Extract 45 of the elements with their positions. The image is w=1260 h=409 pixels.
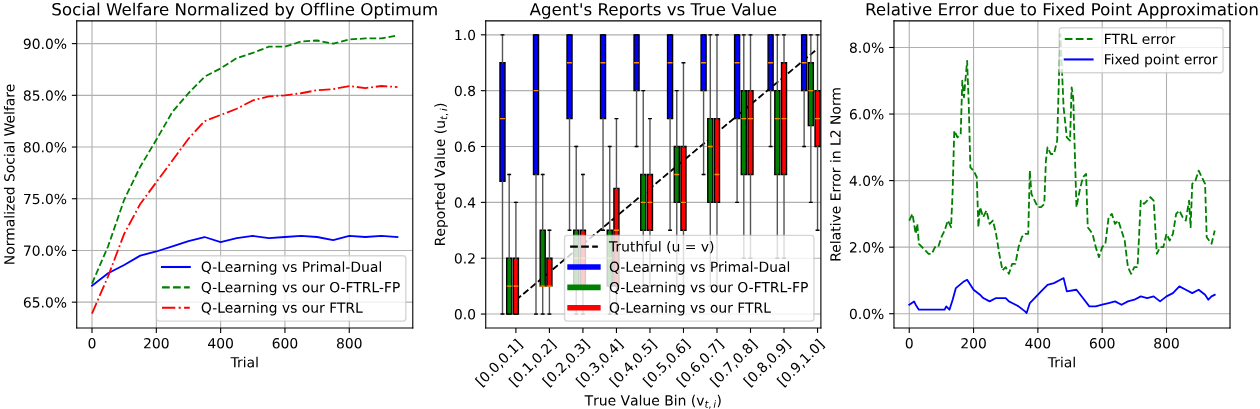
legend-label: Q-Learning vs Primal-Dual (609, 261, 790, 275)
chart-title: Social Welfare Normalized by Offline Optimum (52, 2, 437, 19)
legend-label: Q-Learning vs Primal-Dual (201, 261, 381, 275)
x-tick-label: 400 (1025, 337, 1051, 349)
x-tick-label: 600 (272, 337, 298, 349)
y-tick-label: 0.6 (454, 141, 476, 152)
x-tick-label: 0 (88, 337, 96, 349)
y-tick-label: 65.0% (23, 297, 67, 308)
legend-label: Q-Learning vs our O-FTRL-FP (201, 281, 400, 296)
legend-label: Fixed point error (1105, 53, 1218, 68)
legend-label: Q-Learning vs our FTRL (609, 302, 771, 316)
legend-label: Truthful (u = v) (608, 240, 714, 254)
y-tick-label: 0.4 (454, 197, 476, 208)
y-tick-label: 1.0 (455, 29, 476, 41)
x-tick-label: 800 (336, 337, 362, 349)
y-tick-label: 85.0% (23, 90, 67, 101)
y-axis-title: Reported Value (u$_{t,i}$) (434, 103, 449, 245)
y-tick-label: 75.0% (24, 193, 67, 205)
legend-label: Q-Learning vs our O-FTRL-FP (609, 281, 808, 296)
y-tick-label: 80.0% (23, 142, 67, 153)
y-tick-label: 0.2 (454, 253, 475, 264)
y-tick-label: 90.0% (23, 38, 67, 50)
y-tick-label: 0.0 (454, 309, 476, 320)
x-tick-label: 600 (1089, 337, 1115, 349)
chart-title: Agent's Reports vs True Value (529, 2, 777, 19)
legend-label: Q-Learning vs our FTRL (201, 302, 363, 316)
y-tick-label: 0.0% (849, 308, 884, 320)
chart-title: Relative Error due to Fixed Point Approximation (866, 2, 1258, 19)
x-axis-title: Trial (230, 356, 258, 368)
y-axis-title: Relative Error in L2 Norm (829, 88, 841, 261)
y-axis-title: Normalized Social Welfare (3, 84, 15, 264)
x-tick-label: 200 (961, 337, 986, 349)
x-tick-label: 0 (905, 337, 913, 349)
y-tick-label: 70.0% (24, 245, 67, 256)
x-axis-title: True Value Bin (v$_{t,i}$) (584, 394, 721, 409)
x-tick-label: 200 (144, 337, 169, 349)
x-tick-label: 800 (1154, 337, 1179, 349)
y-tick-label: 8.0% (849, 42, 884, 53)
x-axis-title: Trial (1047, 356, 1075, 368)
x-tick-label: 400 (208, 337, 233, 349)
y-tick-label: 6.0% (849, 109, 884, 120)
legend-label: FTRL error (1105, 33, 1176, 45)
y-tick-label: 2.0% (849, 242, 884, 253)
y-tick-label: 4.0% (849, 175, 884, 187)
y-tick-label: 0.8 (454, 85, 476, 97)
